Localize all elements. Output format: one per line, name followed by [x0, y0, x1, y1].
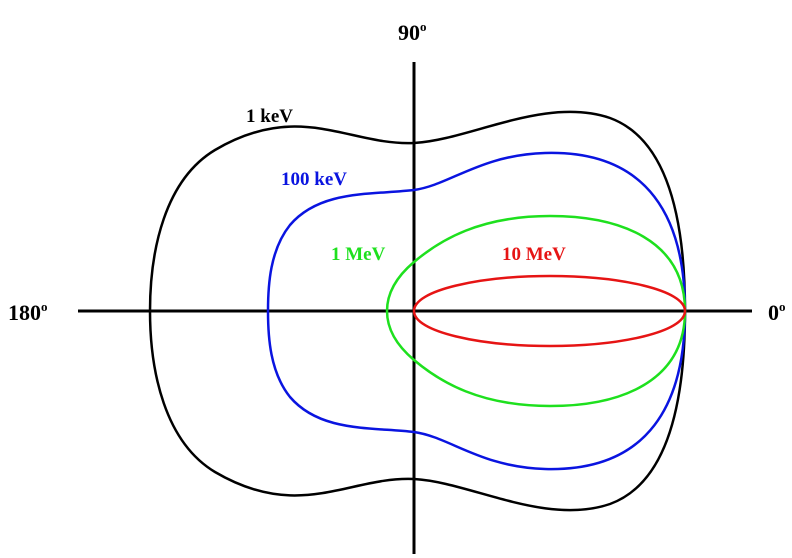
curve-1mev [385, 214, 687, 408]
curve-label-1kev: 1 keV [246, 106, 293, 127]
curve-1kev [148, 110, 687, 512]
angle-label-90: 90o [398, 19, 427, 45]
angle-label-0: 0o [768, 299, 786, 325]
angle-label-180: 180o [8, 299, 48, 325]
curve-100kev [266, 151, 687, 471]
curve-label-100kev: 100 keV [281, 169, 347, 190]
curve-label-1mev: 1 MeV [331, 244, 386, 265]
curve-10mev [412, 274, 687, 348]
curve-label-10mev: 10 MeV [502, 244, 566, 265]
